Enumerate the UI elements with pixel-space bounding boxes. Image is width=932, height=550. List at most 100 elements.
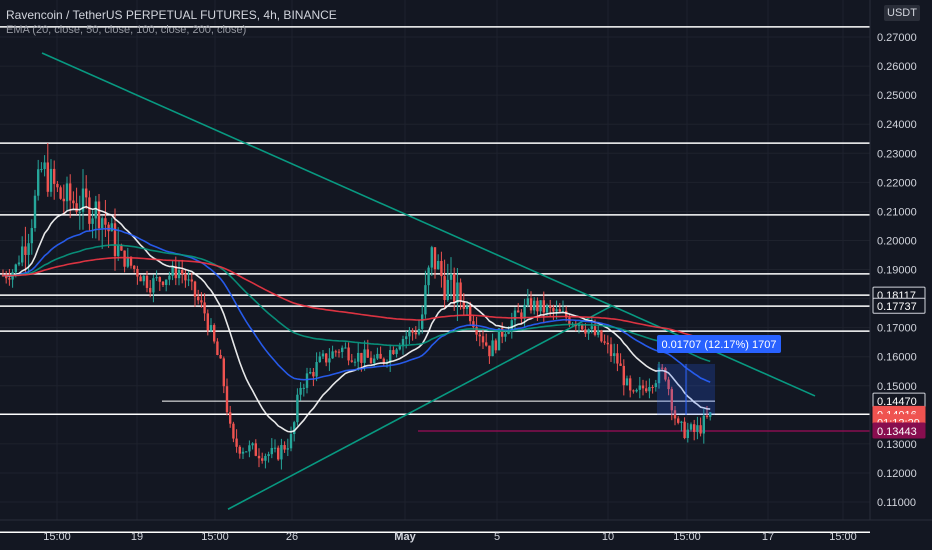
ema-lines	[2, 205, 711, 433]
candle-body	[542, 300, 545, 313]
candle-body	[46, 162, 49, 192]
candle-body	[488, 345, 491, 357]
candle-body	[475, 327, 478, 335]
candle-body	[177, 270, 181, 279]
candle-body	[133, 265, 136, 269]
candle-body	[443, 276, 446, 300]
ema-50-line	[2, 227, 711, 383]
price-range-measure[interactable]: 0.01707 (12.17%) 1707	[657, 335, 781, 415]
candle-body	[619, 363, 622, 366]
candle-body	[203, 302, 206, 314]
candle-body	[251, 443, 254, 446]
candle-body	[597, 330, 600, 335]
candle-body	[113, 223, 117, 257]
candle-body	[590, 326, 593, 330]
candle-body	[625, 378, 629, 386]
price-tick-label: 0.25000	[877, 90, 917, 102]
candle-body	[206, 313, 209, 331]
candle-body	[136, 268, 139, 277]
candle-body	[161, 281, 165, 286]
candle-body	[494, 340, 497, 351]
candle-body	[168, 275, 171, 280]
candle-body	[280, 445, 283, 460]
candle-body	[709, 412, 712, 417]
candle-body	[497, 328, 501, 351]
candle-body	[197, 296, 200, 301]
candle-body	[101, 218, 104, 229]
candle-body	[17, 262, 21, 265]
price-tick-label: 0.19000	[877, 265, 917, 277]
price-tick-label: 0.12000	[877, 468, 917, 480]
candle-body	[94, 201, 97, 219]
candle-body	[539, 300, 542, 312]
candle-body	[613, 353, 616, 356]
candle-body	[526, 298, 529, 305]
time-tick-label: 15:00	[201, 531, 229, 543]
candle-body	[305, 373, 309, 388]
ascending-trendline	[227, 305, 613, 510]
candle-body	[75, 203, 78, 212]
candle-body	[81, 188, 85, 212]
price-tick-label: 0.26000	[877, 61, 917, 73]
candle-body	[635, 389, 638, 392]
candle-body	[680, 421, 683, 423]
candle-body	[222, 358, 225, 387]
candle-body	[673, 410, 677, 419]
candle-body	[62, 198, 65, 202]
time-axis[interactable]: 15:00 19 15:00 26 May 5 10 15:00 17 15:00	[43, 531, 857, 543]
time-tick-label: 5	[494, 531, 500, 543]
candle-body	[453, 273, 456, 303]
candle-body	[299, 387, 302, 395]
candle-body	[437, 260, 440, 270]
price-tick-label: 0.17000	[877, 323, 917, 335]
time-tick-label: 26	[286, 531, 298, 543]
candle-body	[395, 349, 398, 355]
candle-body	[465, 306, 469, 309]
candle-body	[193, 281, 197, 297]
candle-body	[49, 168, 53, 192]
candle-body	[584, 329, 587, 334]
candle-body	[664, 368, 667, 380]
candle-body	[312, 371, 315, 377]
candle-body	[296, 394, 299, 423]
candle-body	[145, 275, 149, 288]
candle-body	[120, 245, 123, 251]
candle-body	[638, 385, 641, 390]
candle-body	[69, 183, 72, 201]
candle-body	[328, 358, 331, 363]
candle-body	[683, 421, 686, 438]
time-tick-label: 15:00	[829, 531, 857, 543]
price-tick-label: 0.20000	[877, 235, 917, 247]
candle-body	[517, 310, 520, 313]
candle-body	[152, 278, 155, 293]
candle-body	[523, 304, 526, 319]
candle-body	[609, 344, 613, 356]
candle-body	[641, 385, 645, 389]
candle-body	[376, 353, 379, 359]
candle-body	[632, 390, 635, 392]
price-labels: 0.181170.177370.144700.1401601:12:290.13…	[872, 286, 926, 439]
candle-body	[277, 447, 280, 460]
price-label: 0.17737	[877, 301, 917, 313]
price-tick-label: 0.11000	[877, 497, 916, 509]
candle-body	[270, 448, 273, 455]
candle-body	[187, 279, 190, 281]
candle-body	[273, 447, 277, 449]
candle-body	[533, 300, 536, 311]
candle-body	[225, 386, 229, 413]
candle-body	[5, 275, 8, 279]
candle-body	[209, 325, 213, 331]
candle-body	[283, 445, 286, 450]
candle-body	[248, 445, 251, 452]
candle-body	[56, 183, 59, 188]
candle-body	[171, 266, 174, 276]
candle-body	[565, 310, 568, 318]
currency-button[interactable]: USDT	[884, 5, 920, 21]
candle-body	[462, 301, 465, 309]
candle-body	[693, 424, 696, 432]
time-tick-label: 17	[762, 531, 774, 543]
candle-body	[648, 387, 651, 392]
candle-body	[337, 351, 341, 353]
